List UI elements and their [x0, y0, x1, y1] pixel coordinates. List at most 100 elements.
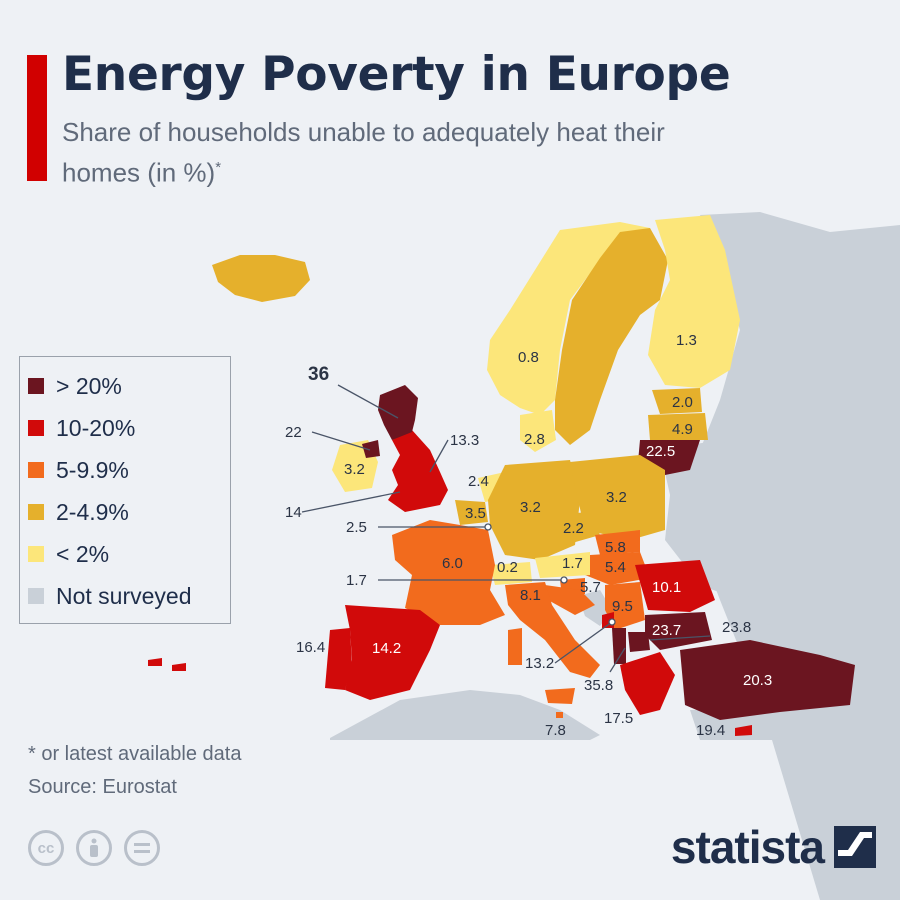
title-accent-bar: [27, 55, 47, 181]
label-north-macedonia: 23.8: [722, 619, 751, 636]
footnote: * or latest available data: [28, 743, 242, 765]
label-uk-ni: 22: [285, 424, 302, 441]
region-ukraine-belarus: [660, 440, 800, 600]
region-estonia: [652, 388, 702, 414]
label-latvia: 4.9: [672, 421, 693, 438]
label-estonia: 2.0: [672, 394, 693, 411]
region-greece: [620, 652, 675, 715]
label-austria: 1.7: [562, 555, 583, 572]
region-croatia: [545, 585, 595, 615]
region-finland: [648, 215, 740, 388]
label-slovakia: 5.8: [605, 539, 626, 556]
marker-luxembourg: [484, 523, 492, 531]
subtitle-text: Share of households unable to adequately…: [62, 117, 665, 188]
label-poland: 3.2: [606, 489, 627, 506]
label-greece: 17.5: [604, 710, 633, 727]
legend-label: 5-9.9%: [56, 456, 129, 483]
label-malta: 7.8: [545, 722, 566, 739]
legend-label: Not surveyed: [56, 582, 192, 609]
attribution-icon[interactable]: [76, 830, 112, 866]
region-czechia: [545, 512, 600, 545]
legend-swatch: [28, 420, 44, 436]
statista-brand[interactable]: statista: [671, 820, 876, 874]
label-hungary: 5.4: [605, 559, 626, 576]
label-liechtenstein: 1.7: [346, 572, 367, 589]
region-slovakia: [595, 530, 640, 555]
legend-item-not-surveyed: Not surveyed: [28, 581, 192, 611]
label-belgium: 3.5: [465, 505, 486, 522]
region-canary-islands: [148, 658, 186, 671]
legend-item-10-20: 10-20%: [28, 413, 135, 443]
subtitle-footnote-mark: *: [215, 159, 222, 176]
label-portugal: 16.4: [296, 639, 325, 656]
label-serbia: 9.5: [612, 598, 633, 615]
legend-swatch: [28, 378, 44, 394]
region-albania: [612, 628, 626, 664]
label-croatia: 8.1: [520, 587, 541, 604]
region-hungary: [585, 552, 650, 585]
legend-item-5-9: 5-9.9%: [28, 455, 129, 485]
region-uk-northern-ireland: [362, 440, 380, 458]
region-france: [392, 520, 505, 625]
statista-logo-icon: [834, 826, 876, 868]
label-albania: 35.8: [584, 677, 613, 694]
label-uk-wales: 14: [285, 504, 302, 521]
label-lithuania: 22.5: [646, 443, 675, 460]
region-switzerland: [490, 562, 532, 585]
source-note: Source: Eurostat: [28, 776, 177, 798]
label-uk-north-england: 13.3: [450, 432, 479, 449]
region-cyprus: [735, 725, 752, 736]
license-icons: cc: [28, 830, 160, 866]
region-sweden: [555, 228, 668, 445]
region-uk-scotland: [378, 385, 418, 440]
region-austria: [535, 552, 590, 578]
label-netherlands: 2.4: [468, 473, 489, 490]
region-poland: [570, 455, 665, 540]
region-norway: [487, 222, 650, 415]
legend-item-2-4: 2-4.9%: [28, 497, 129, 527]
label-spain: 14.2: [372, 640, 401, 657]
region-latvia: [648, 413, 708, 440]
label-switzerland: 0.2: [497, 559, 518, 576]
cc-icon[interactable]: cc: [28, 830, 64, 866]
region-turkey: [680, 640, 855, 720]
region-romania: [635, 560, 715, 612]
label-slovenia: 5.7: [580, 579, 601, 596]
legend-label: < 2%: [56, 540, 110, 567]
label-czechia: 2.2: [563, 520, 584, 537]
legend-label: > 20%: [56, 372, 122, 399]
label-denmark: 2.8: [524, 431, 545, 448]
label-uk-scotland: 36: [308, 364, 329, 385]
region-north-macedonia: [628, 632, 650, 652]
marker-montenegro: [608, 618, 616, 626]
region-portugal: [325, 628, 352, 690]
legend-swatch: [28, 462, 44, 478]
page-title: Energy Poverty in Europe: [62, 47, 731, 102]
legend-swatch: [28, 504, 44, 520]
map-labels: 0.8 1.3 2.0 4.9 22.5 2.8 3.2 36 22 13.3 …: [285, 332, 772, 739]
region-italy: [505, 582, 600, 678]
label-luxembourg: 2.5: [346, 519, 367, 536]
legend-item-under-2: < 2%: [28, 539, 109, 569]
label-turkey: 20.3: [743, 672, 772, 689]
legend-label: 2-4.9%: [56, 498, 129, 525]
legend-swatch: [28, 546, 44, 562]
region-bulgaria: [645, 612, 712, 650]
label-germany: 3.2: [520, 499, 541, 516]
region-uk: [388, 430, 448, 512]
marker-liechtenstein: [560, 576, 568, 584]
map-legend: > 20% 10-20% 5-9.9% 2-4.9% < 2% Not surv…: [19, 356, 231, 624]
label-cyprus: 19.4: [696, 722, 725, 739]
legend-label: 10-20%: [56, 414, 136, 441]
region-sicily: [545, 688, 575, 704]
subtitle-unit: (in %): [147, 157, 216, 188]
region-north-africa: [330, 690, 600, 740]
region-spain: [345, 605, 440, 700]
legend-item-over-20: > 20%: [28, 371, 122, 401]
region-belgium: [455, 500, 488, 525]
label-romania: 10.1: [652, 579, 681, 596]
label-norway: 0.8: [518, 349, 539, 366]
region-serbia: [605, 582, 645, 630]
no-derivatives-icon[interactable]: [124, 830, 160, 866]
